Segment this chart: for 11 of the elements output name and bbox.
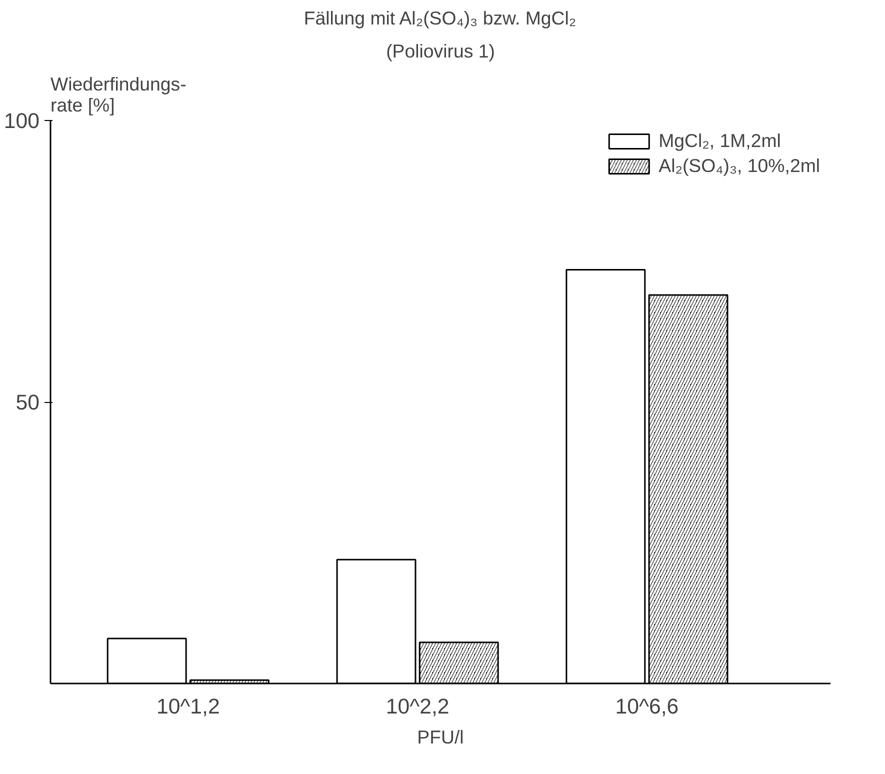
legend-label: Al₂(SO₄)₃, 10%,2ml (658, 155, 820, 177)
x-tick-label: 10^2,2 (386, 694, 450, 718)
chart-title: Fällung mit Al₂(SO₄)₃ bzw. MgCl₂ (304, 8, 576, 28)
x-axis-title: PFU/l (417, 726, 464, 748)
y-axis-title: Wiederfindungs- rate [%] (50, 74, 186, 116)
y-tick-label: 100 (4, 109, 40, 133)
y-tick-label: 50 (16, 390, 40, 414)
x-tick-label: 10^6,6 (615, 694, 679, 718)
legend-label: MgCl₂, 1M,2ml (658, 130, 781, 152)
x-tick-label: 10^1,2 (156, 694, 220, 718)
chart-subtitle: (Poliovirus 1) (386, 40, 495, 62)
